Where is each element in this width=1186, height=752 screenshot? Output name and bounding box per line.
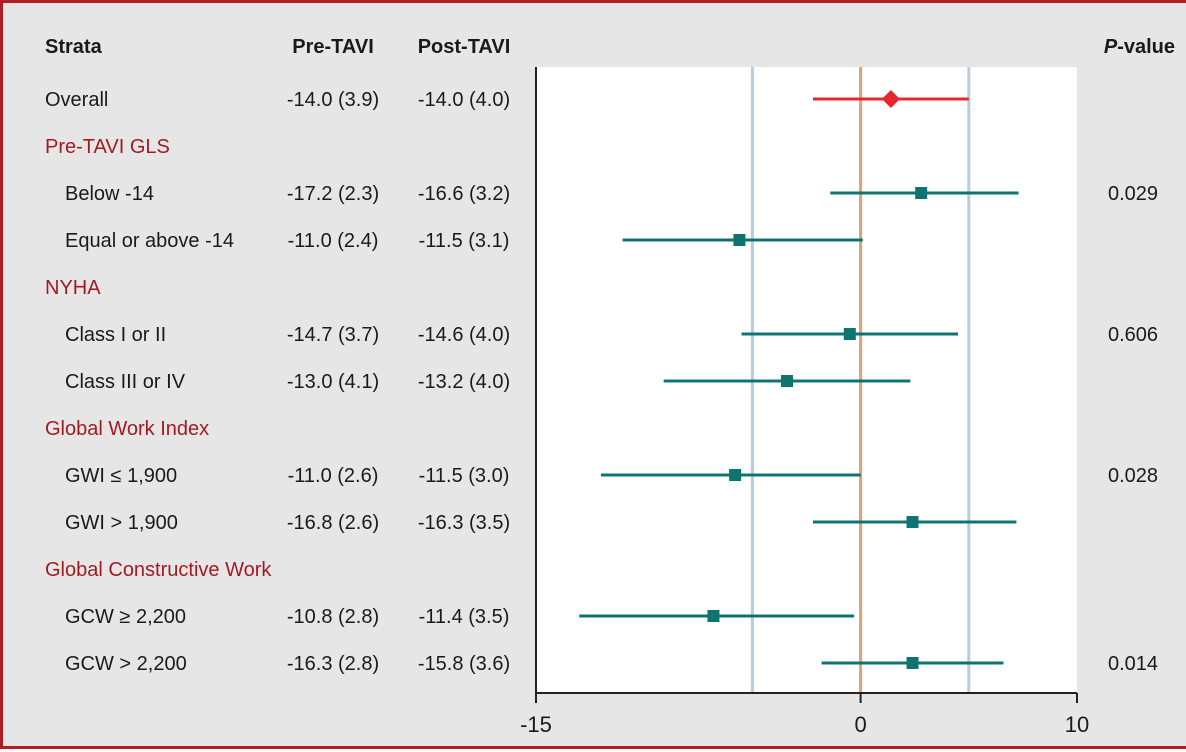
estimate-marker-6 [781,375,794,387]
row-pre-8: -11.0 (2.6) [288,465,379,487]
row-label-5: Class I or II [65,324,166,346]
row-p-value-2: 0.029 [1108,183,1158,205]
row-pre-0: -14.0 (3.9) [287,89,379,111]
estimate-marker-5 [843,328,856,340]
row-pre-11: -10.8 (2.8) [287,606,379,628]
row-pre-2: -17.2 (2.3) [287,183,379,205]
header-strata: Strata [45,36,103,58]
estimate-marker-11 [707,610,720,622]
row-label-6: Class III or IV [65,371,186,393]
header-p-value: P-value [1104,36,1175,58]
row-post-6: -13.2 (4.0) [418,371,510,393]
forest-plot: -15 0 10 Strata Pre-TAVI Post-TAVI P-value Over… [45,36,1175,737]
row-post-3: -11.5 (3.1) [419,230,510,252]
row-label-2: Below -14 [65,183,154,205]
group-header-1: Pre-TAVI GLS [45,136,170,158]
row-post-5: -14.6 (4.0) [418,324,510,346]
row-post-2: -16.6 (3.2) [418,183,510,205]
estimate-marker-9 [906,516,919,528]
header-post-tavi: Post-TAVI [418,36,511,58]
estimate-marker-8 [729,469,742,481]
group-header-4: NYHA [45,277,101,299]
row-label-11: GCW ≥ 2,200 [65,606,186,628]
row-label-0: Overall [45,89,108,111]
group-header-7: Global Work Index [45,418,209,440]
row-p-value-8: 0.028 [1108,465,1158,487]
row-pre-3: -11.0 (2.4) [288,230,379,252]
group-header-10: Global Constructive Work [45,559,272,581]
row-pre-12: -16.3 (2.8) [287,653,379,675]
estimate-marker-12 [906,657,919,669]
header-p-suffix: -value [1117,36,1175,58]
row-post-8: -11.5 (3.0) [419,465,510,487]
row-p-value-5: 0.606 [1108,324,1158,346]
estimate-marker-2 [915,187,928,199]
row-label-12: GCW > 2,200 [65,653,187,675]
header-p-italic: P [1104,36,1118,58]
row-post-11: -11.4 (3.5) [419,606,510,628]
estimate-marker-0 [881,90,900,108]
row-post-9: -16.3 (3.5) [418,512,510,534]
row-p-value-12: 0.014 [1108,653,1158,675]
estimate-marker-3 [733,234,746,246]
row-label-8: GWI ≤ 1,900 [65,465,177,487]
header-pre-tavi: Pre-TAVI [292,36,374,58]
x-tick-label-1: 0 [854,712,866,737]
row-post-0: -14.0 (4.0) [418,89,510,111]
row-pre-5: -14.7 (3.7) [287,324,379,346]
x-tick-label-2: 10 [1065,712,1089,737]
row-pre-9: -16.8 (2.6) [287,512,379,534]
x-tick-label-0: -15 [520,712,552,737]
row-post-12: -15.8 (3.6) [418,653,510,675]
row-label-3: Equal or above -14 [65,230,234,252]
row-label-9: GWI > 1,900 [65,512,178,534]
row-pre-6: -13.0 (4.1) [287,371,379,393]
